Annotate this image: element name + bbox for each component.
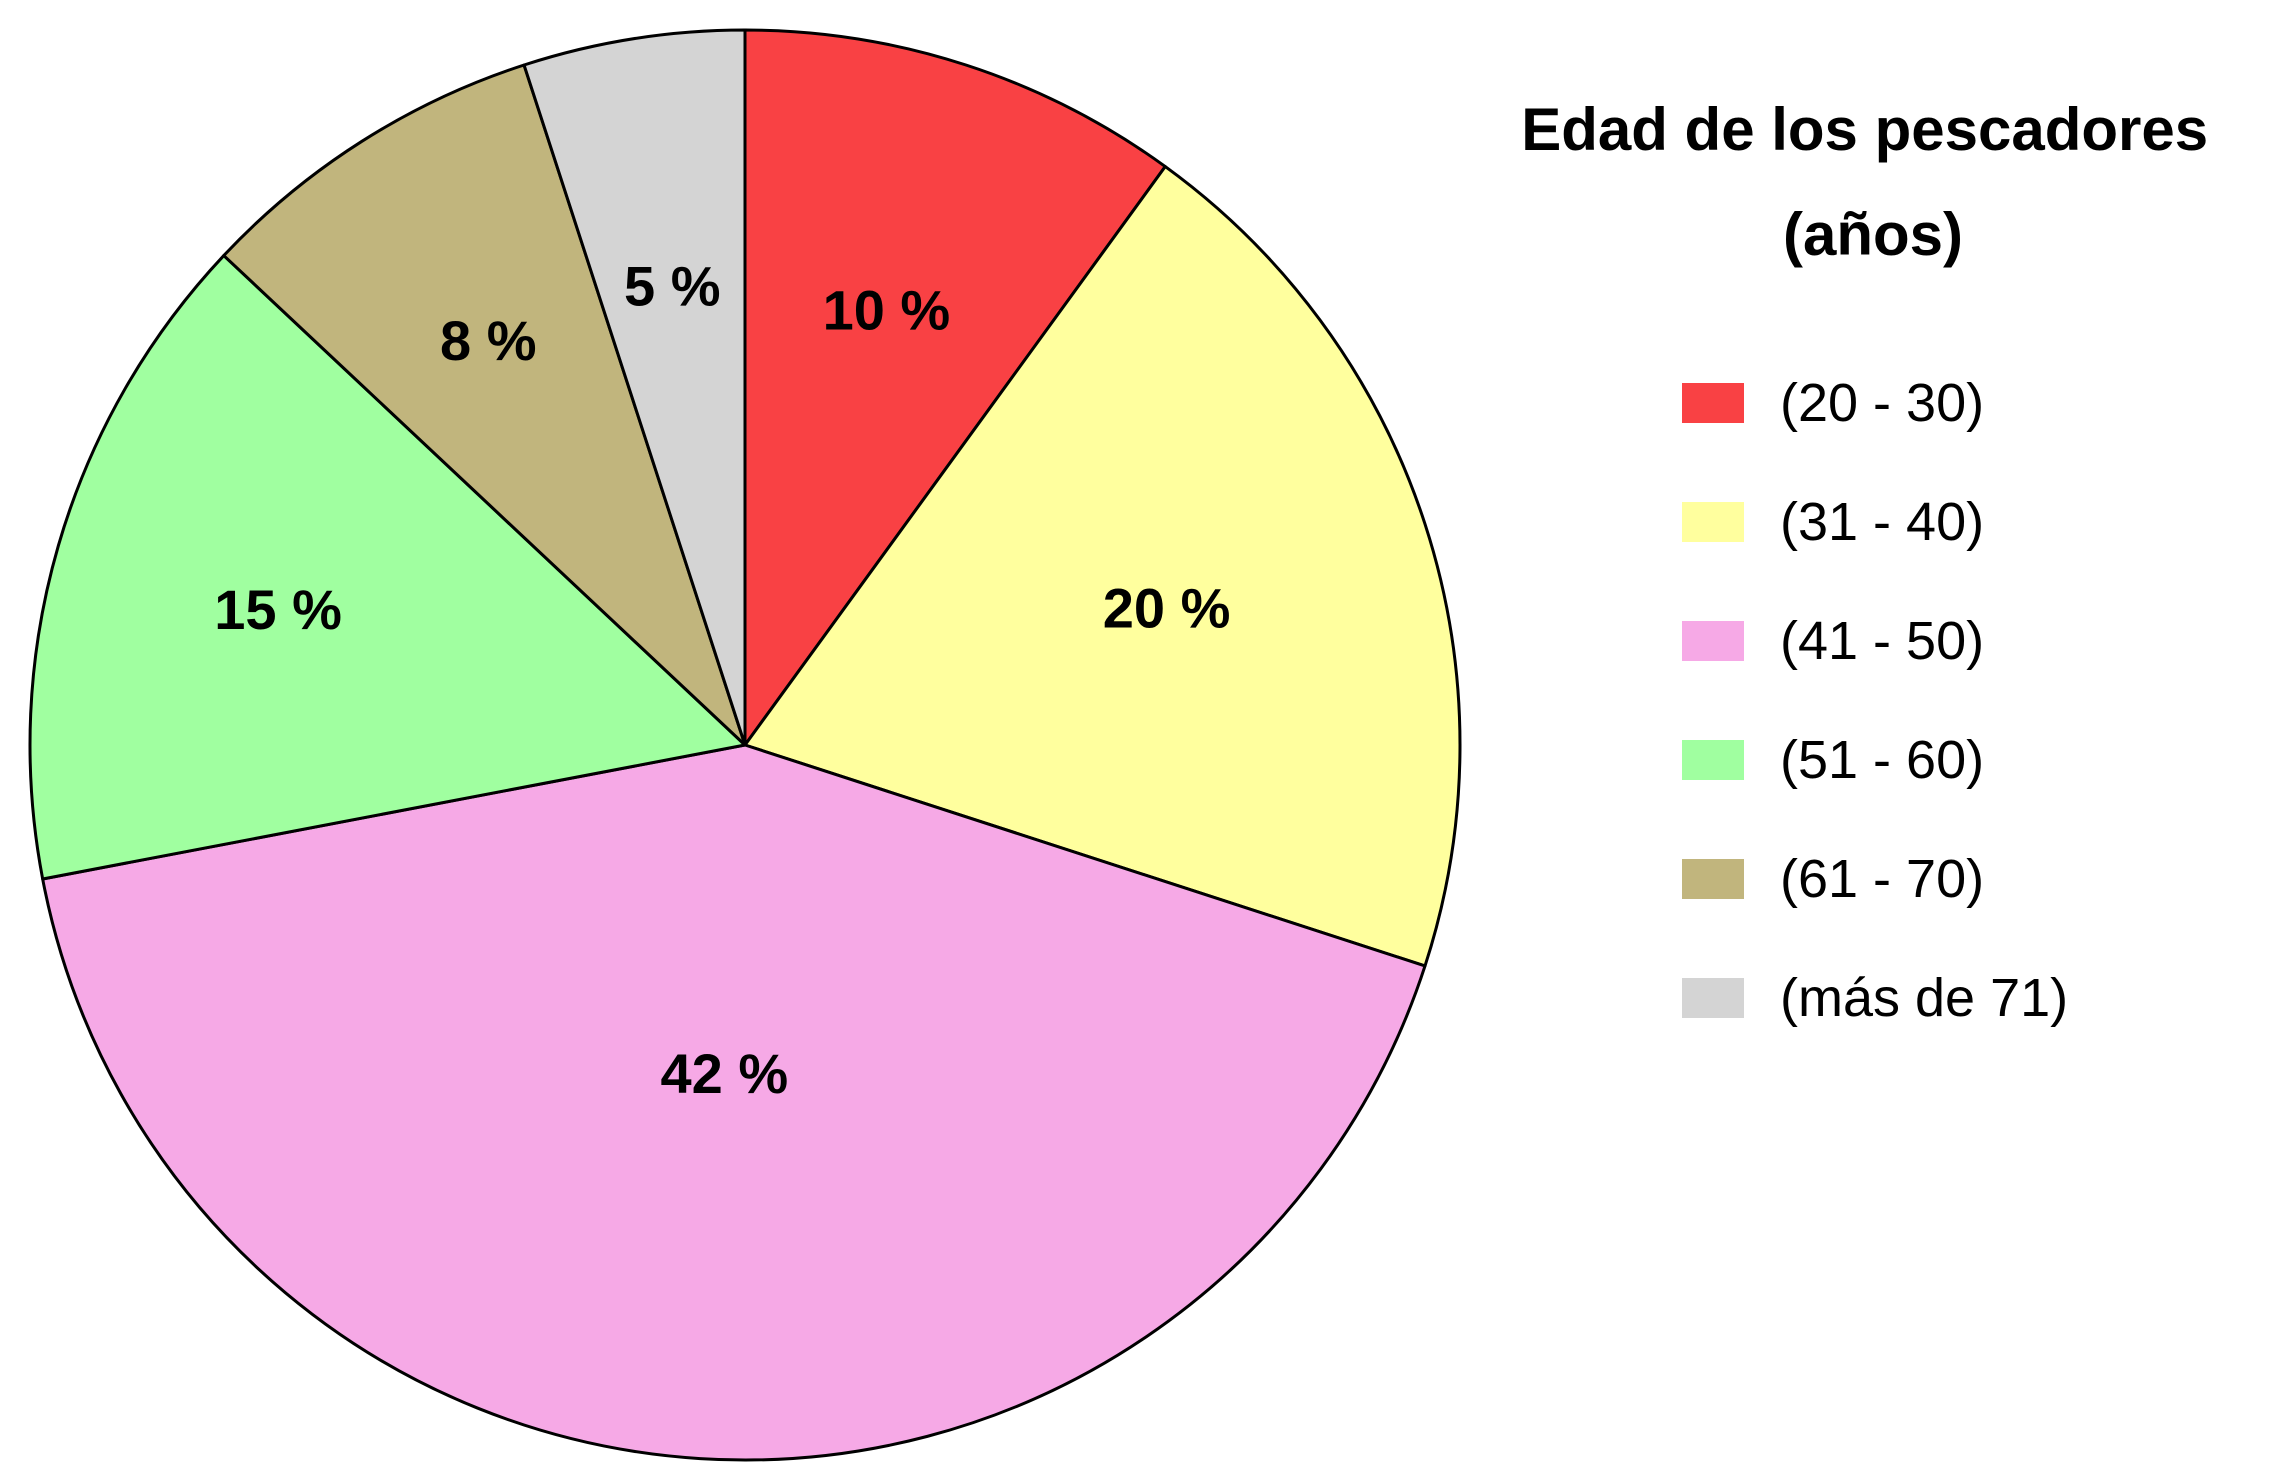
pie-slice-41-50 xyxy=(41,743,1427,1462)
legend-label: (más de 71) xyxy=(1780,968,2068,1028)
legend-label: (41 - 50) xyxy=(1780,611,1984,671)
slice-data-label: 15 % xyxy=(214,578,342,641)
legend-label: (51 - 60) xyxy=(1780,730,1984,790)
legend-swatch xyxy=(1682,978,1744,1018)
legend-swatch xyxy=(1682,621,1744,661)
legend-title-line-2: (años) xyxy=(1783,201,1963,268)
slice-data-label: 8 % xyxy=(440,309,537,372)
legend-swatch xyxy=(1682,383,1744,423)
legend-title: Edad de los pescadores (años) xyxy=(1521,96,2225,268)
pie-slice-m-s-de-71 xyxy=(522,28,747,747)
slice-data-label: 20 % xyxy=(1103,577,1231,640)
legend-swatch xyxy=(1682,740,1744,780)
legend-label: (31 - 40) xyxy=(1780,492,1984,552)
slice-data-label: 10 % xyxy=(823,278,951,341)
pie-slices xyxy=(28,28,1462,1462)
legend: Edad de los pescadores (años) (20 - 30)(… xyxy=(1521,96,2225,1028)
slice-data-label: 5 % xyxy=(624,254,721,317)
legend-title-line-1: Edad de los pescadores xyxy=(1521,96,2208,163)
legend-items: (20 - 30) (31 - 40) (41 - 50) (51 - 60) (61 … xyxy=(1682,373,2068,1028)
legend-label: (20 - 30) xyxy=(1780,373,1984,433)
legend-swatch xyxy=(1682,502,1744,542)
slice-data-label: 42 % xyxy=(661,1042,789,1105)
pie-slice-51-60 xyxy=(28,254,747,881)
pie-slice-20-30 xyxy=(743,28,1167,747)
legend-swatch xyxy=(1682,859,1744,899)
legend-label: (61 - 70) xyxy=(1780,849,1984,909)
pie-slice-31-40 xyxy=(743,165,1462,968)
pie-slice-61-70 xyxy=(222,63,747,747)
pie-slice-labels: 10 % 20 % 42 % 15 % 8 % 5 % xyxy=(214,254,1230,1104)
